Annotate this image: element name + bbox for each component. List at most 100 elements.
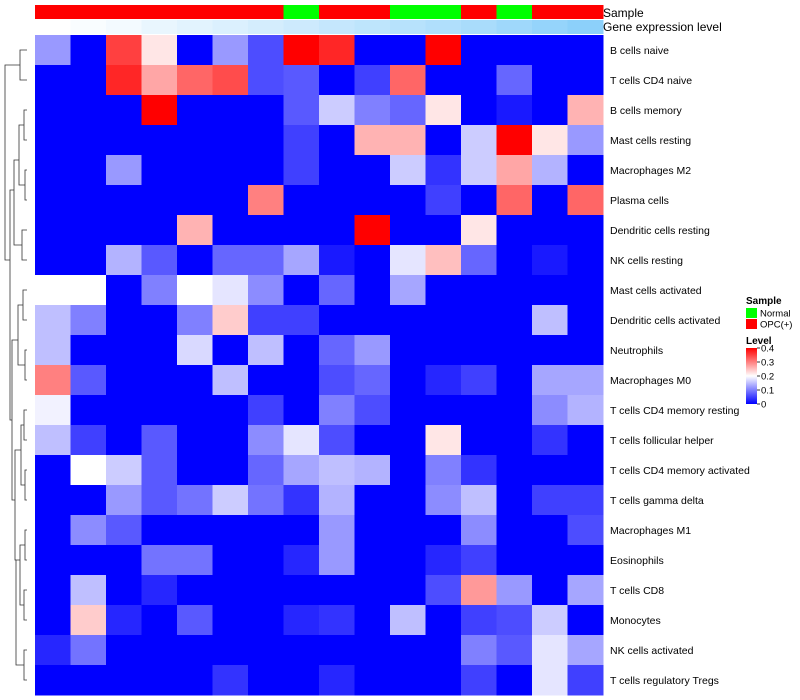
heatmap-cell bbox=[177, 95, 213, 126]
heatmap-cell bbox=[319, 35, 355, 66]
heatmap-cell bbox=[70, 35, 107, 66]
heatmap-cell bbox=[390, 395, 426, 426]
heatmap-cell bbox=[354, 275, 391, 306]
legend-tick-label: 0 bbox=[761, 400, 766, 411]
heatmap-cell bbox=[141, 275, 178, 306]
heatmap-cell bbox=[532, 245, 568, 276]
heatmap-cell bbox=[567, 425, 604, 456]
row-label: Dendritic cells resting bbox=[610, 225, 710, 237]
heatmap-cell bbox=[319, 545, 355, 576]
heatmap-cell bbox=[248, 155, 284, 186]
heatmap-cell bbox=[319, 665, 355, 696]
heatmap-cell bbox=[496, 275, 533, 306]
heatmap-cell bbox=[390, 125, 426, 156]
heatmap-cell bbox=[425, 665, 462, 696]
heatmap-cell bbox=[70, 305, 107, 336]
heatmap-cell bbox=[106, 35, 142, 66]
heatmap-cell bbox=[532, 425, 568, 456]
heatmap-cell bbox=[567, 305, 604, 336]
legend-tick-label: 0.4 bbox=[761, 344, 774, 355]
heatmap-cell bbox=[496, 485, 533, 516]
heatmap-cell bbox=[106, 305, 142, 336]
row-label: Plasma cells bbox=[610, 195, 669, 207]
sample-cell bbox=[496, 5, 533, 19]
heatmap-cell bbox=[212, 215, 249, 246]
heatmap-cell bbox=[212, 605, 249, 636]
heatmap-cell bbox=[70, 185, 107, 216]
heatmap-cell bbox=[141, 545, 178, 576]
heatmap-cell bbox=[425, 305, 462, 336]
heatmap-cell bbox=[461, 155, 497, 186]
heatmap-cell bbox=[532, 335, 568, 366]
row-label: Macrophages M0 bbox=[610, 375, 691, 387]
dendrogram-branch bbox=[24, 529, 27, 561]
heatmap-cell bbox=[248, 245, 284, 276]
row-label: T cells regulatory Tregs bbox=[610, 675, 719, 687]
dendrogram-branch bbox=[13, 159, 22, 246]
legend-tick-label: 0.2 bbox=[761, 372, 774, 383]
row-label: Mast cells activated bbox=[610, 285, 702, 297]
heatmap-cell bbox=[390, 65, 426, 96]
heatmap-cell bbox=[496, 545, 533, 576]
heatmap-cell bbox=[390, 605, 426, 636]
heatmap-cell bbox=[319, 515, 355, 546]
heatmap-cell bbox=[283, 95, 320, 126]
heatmap-cell bbox=[354, 605, 391, 636]
heatmap-cell bbox=[283, 665, 320, 696]
heatmap-cell bbox=[283, 185, 320, 216]
heatmap-cell bbox=[532, 125, 568, 156]
heatmap-cell bbox=[425, 485, 462, 516]
sample-cell bbox=[354, 5, 391, 19]
sample-cell bbox=[319, 5, 355, 19]
heatmap-cell bbox=[141, 455, 178, 486]
heatmap-cell bbox=[212, 365, 249, 396]
heatmap-cell bbox=[496, 515, 533, 546]
legend-opc-label: OPC(+) bbox=[760, 320, 792, 331]
dendrogram-branch bbox=[23, 649, 27, 681]
heatmap-cell bbox=[106, 365, 142, 396]
sample-cell bbox=[106, 5, 142, 19]
sample-cell bbox=[35, 5, 71, 19]
expression-cell bbox=[70, 20, 107, 34]
heatmap-cell bbox=[354, 305, 391, 336]
heatmap-cell bbox=[354, 95, 391, 126]
heatmap-cell bbox=[70, 635, 107, 666]
row-label: T cells follicular helper bbox=[610, 435, 714, 447]
dendrogram-branch bbox=[4, 64, 20, 261]
heatmap-cell bbox=[390, 305, 426, 336]
heatmap-cell bbox=[496, 665, 533, 696]
dendrogram-branch bbox=[18, 124, 25, 186]
heatmap-cell bbox=[461, 365, 497, 396]
heatmap-cell bbox=[496, 245, 533, 276]
heatmap-cell bbox=[70, 605, 107, 636]
heatmap-cell bbox=[248, 365, 284, 396]
heatmap-cell bbox=[283, 305, 320, 336]
heatmap-cell bbox=[532, 455, 568, 486]
sample-cell bbox=[177, 5, 213, 19]
heatmap-cell bbox=[177, 155, 213, 186]
heatmap-cell bbox=[248, 515, 284, 546]
heatmap-cell bbox=[177, 515, 213, 546]
heatmap-cell bbox=[425, 425, 462, 456]
heatmap-cell bbox=[35, 125, 71, 156]
heatmap-cell bbox=[35, 95, 71, 126]
dendrogram-branch bbox=[23, 109, 27, 141]
heatmap-cell bbox=[106, 185, 142, 216]
expression-cell bbox=[461, 20, 497, 34]
heatmap-cell bbox=[283, 335, 320, 366]
heatmap-cell bbox=[141, 155, 178, 186]
sample-annotation-track bbox=[35, 5, 604, 19]
heatmap-cell bbox=[390, 275, 426, 306]
heatmap-cell bbox=[532, 305, 568, 336]
heatmap-cell bbox=[319, 395, 355, 426]
heatmap-cell bbox=[567, 665, 604, 696]
heatmap-cell bbox=[319, 95, 355, 126]
heatmap-cell bbox=[248, 305, 284, 336]
heatmap-cell bbox=[283, 605, 320, 636]
heatmap-cell bbox=[567, 65, 604, 96]
heatmap-cell bbox=[532, 215, 568, 246]
heatmap-cell bbox=[141, 245, 178, 276]
expression-cell bbox=[283, 20, 320, 34]
row-label: T cells CD4 memory activated bbox=[610, 465, 750, 477]
heatmap-cell bbox=[461, 605, 497, 636]
